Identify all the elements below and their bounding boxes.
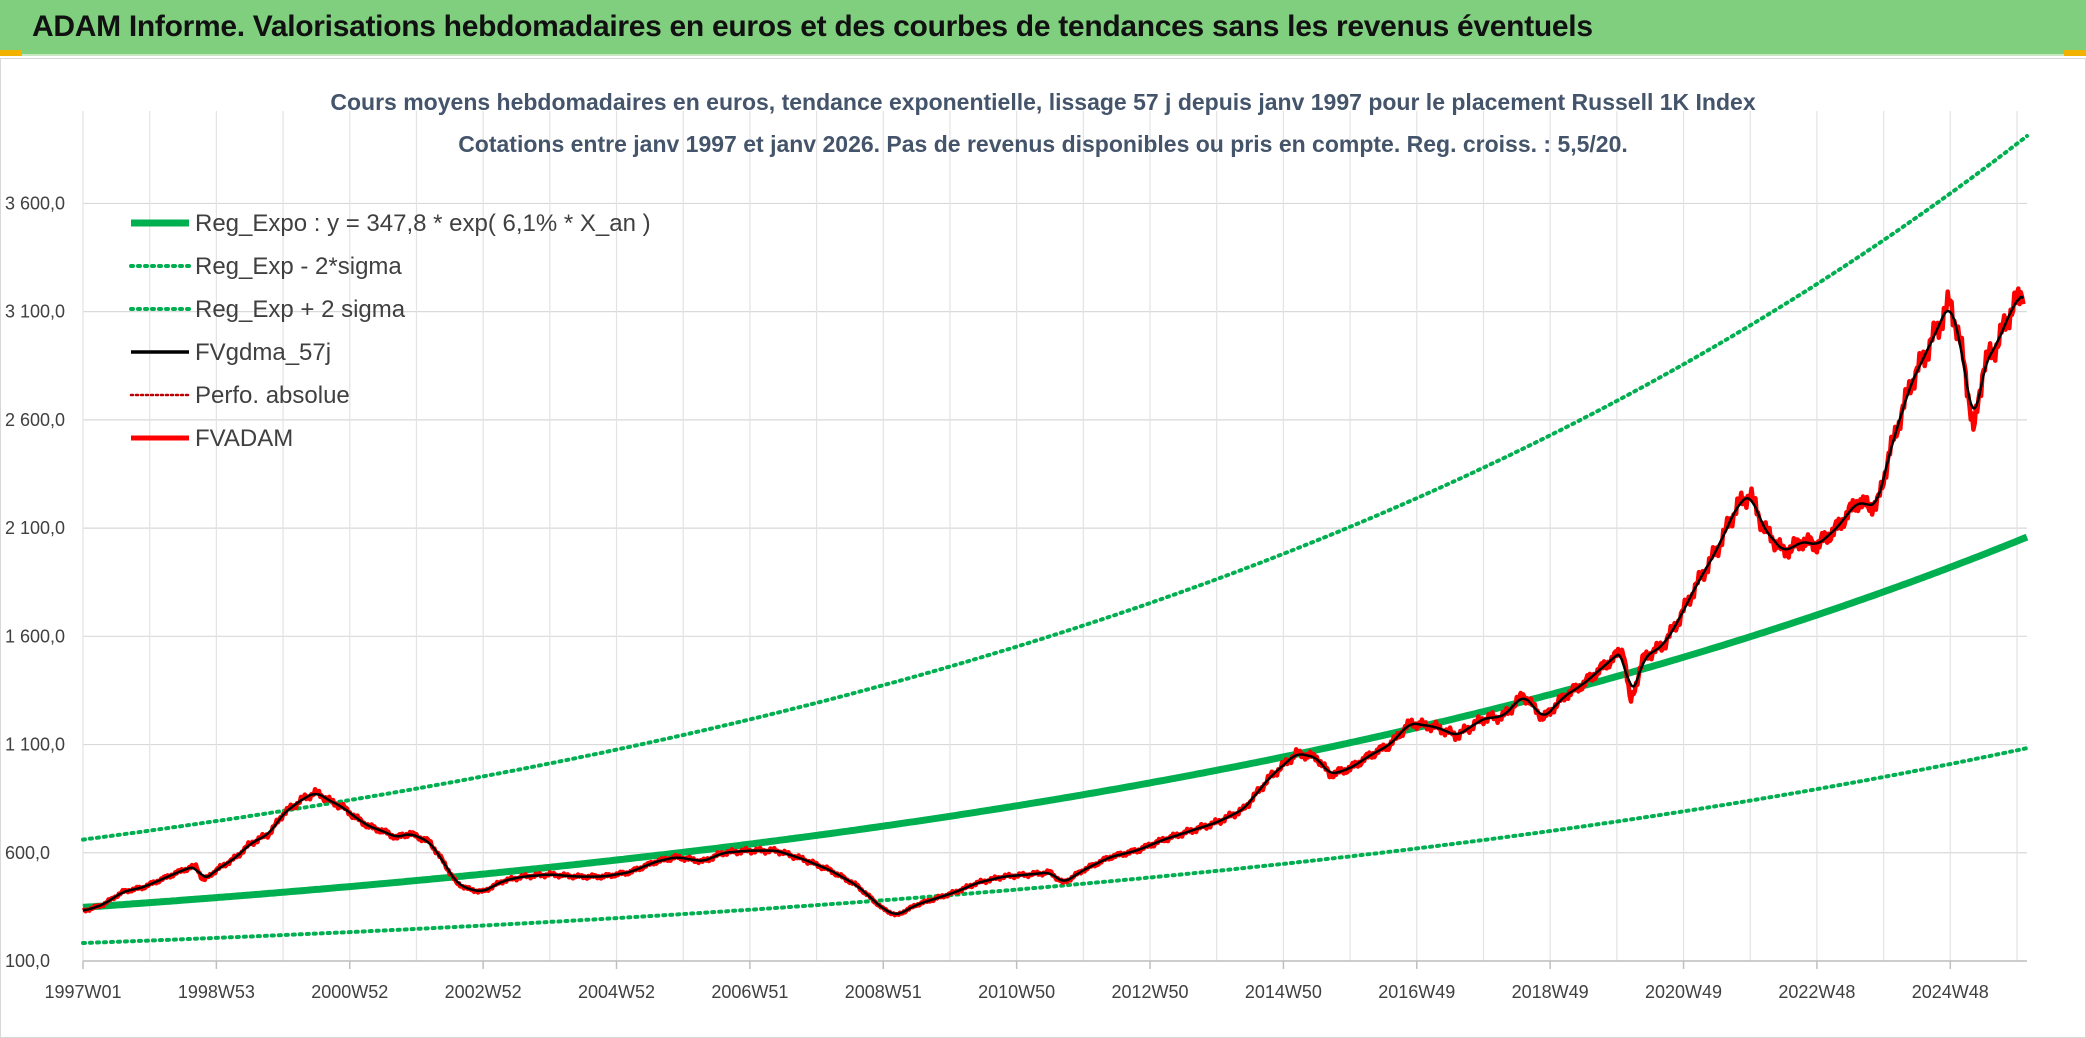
- header-corner-accent-left: [0, 50, 22, 56]
- x-tick-label: 2024W48: [1912, 982, 1989, 1002]
- legend-item: Reg_Exp + 2 sigma: [129, 296, 406, 323]
- report-title: ADAM Informe. Valorisations hebdomadaire…: [32, 10, 1593, 43]
- x-tick-label: 2006W51: [711, 982, 788, 1002]
- header-corner-accent-right: [2064, 50, 2086, 56]
- chart-titles: Cours moyens hebdomadaires en euros, ten…: [330, 89, 1755, 157]
- y-axis-tick-labels: 100,0 600,0 1 100,0 1 600,0 2 100,0 2 600,0 3 …: [5, 193, 65, 971]
- series-fvadam: [81, 286, 2026, 918]
- chart-series: [81, 134, 2029, 945]
- x-tick-label: 2008W51: [845, 982, 922, 1002]
- chart-title-line-1: Cours moyens hebdomadaires en euros, ten…: [330, 89, 1755, 115]
- series-reg-exp-plus-2-sigma: [81, 134, 2029, 842]
- x-tick-label: 2020W49: [1645, 982, 1722, 1002]
- x-tick-label: 2018W49: [1512, 982, 1589, 1002]
- y-tick-label: 600,0: [5, 843, 50, 863]
- y-tick-label: 1 100,0: [5, 735, 65, 755]
- x-tick-label: 2012W50: [1112, 982, 1189, 1002]
- x-tick-label: 2004W52: [578, 982, 655, 1002]
- x-tick-label: 2016W49: [1378, 982, 1455, 1002]
- x-tick-label: 2014W50: [1245, 982, 1322, 1002]
- legend-item: Reg_Expo : y = 347,8 * exp( 6,1% * X_an …: [131, 210, 651, 237]
- legend-item: FVgdma_57j: [131, 339, 331, 366]
- series-reg-expo: [82, 533, 2029, 911]
- x-axis-tick-labels: 1997W01 1998W53 2000W52 2002W52 2004W52 2006W…: [44, 961, 1989, 1002]
- chart-svg: Cours moyens hebdomadaires en euros, ten…: [5, 89, 2029, 1002]
- y-tick-label: 100,0: [5, 951, 50, 971]
- y-tick-label: 2 100,0: [5, 518, 65, 538]
- report-header: ADAM Informe. Valorisations hebdomadaire…: [0, 0, 2086, 56]
- x-tick-label: 2002W52: [445, 982, 522, 1002]
- legend-label: Perfo. absolue: [195, 382, 350, 409]
- legend-label: Reg_Exp - 2*sigma: [195, 253, 402, 280]
- legend: Reg_Expo : y = 347,8 * exp( 6,1% * X_an …: [129, 210, 651, 452]
- series-fvgdma-57j: [82, 295, 2025, 916]
- y-tick-label: 3 100,0: [5, 302, 65, 322]
- chart-title-line-2: Cotations entre janv 1997 et janv 2026. …: [458, 131, 1628, 157]
- legend-label: Reg_Exp + 2 sigma: [195, 296, 406, 323]
- y-tick-label: 3 600,0: [5, 193, 65, 213]
- legend-label: FVgdma_57j: [195, 339, 331, 366]
- legend-label: Reg_Expo : y = 347,8 * exp( 6,1% * X_an …: [195, 210, 651, 237]
- legend-item: Reg_Exp - 2*sigma: [129, 253, 402, 280]
- legend-label: FVADAM: [195, 425, 293, 452]
- legend-item: FVADAM: [131, 425, 293, 452]
- y-tick-label: 2 600,0: [5, 410, 65, 430]
- chart-area: Cours moyens hebdomadaires en euros, ten…: [0, 58, 2086, 1038]
- x-tick-label: 1997W01: [44, 982, 121, 1002]
- x-tick-label: 2022W48: [1778, 982, 1855, 1002]
- y-tick-label: 1 600,0: [5, 626, 65, 646]
- x-tick-label: 1998W53: [178, 982, 255, 1002]
- x-tick-label: 2000W52: [311, 982, 388, 1002]
- grid-lines: [82, 111, 2027, 962]
- series-reg-exp-minus-2-sigma: [81, 746, 2029, 945]
- legend-item: Perfo. absolue: [129, 382, 350, 409]
- x-tick-label: 2010W50: [978, 982, 1055, 1002]
